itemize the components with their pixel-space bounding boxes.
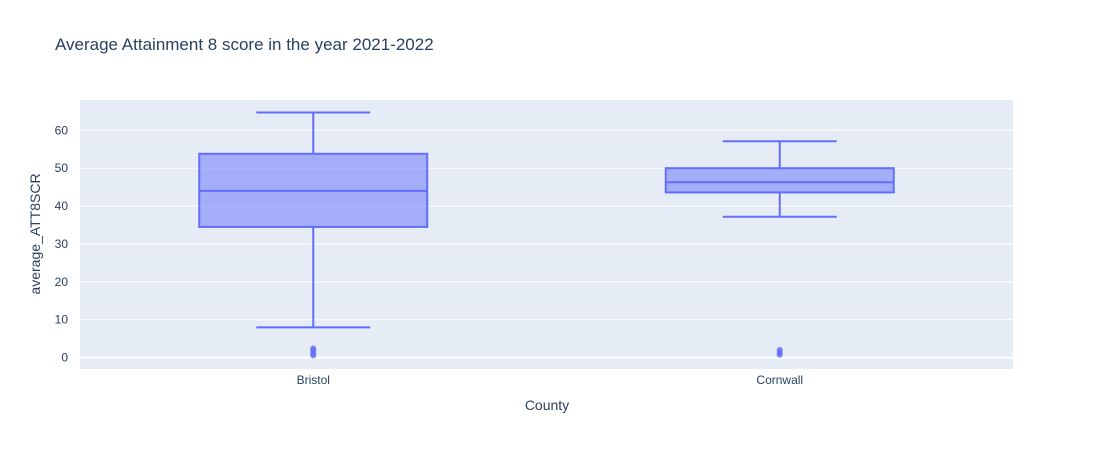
y-axis-ticks: 0 10 20 30 40 50 60: [55, 123, 69, 364]
y-tick-label: 30: [55, 237, 69, 251]
box-cornwall: [664, 140, 895, 358]
x-tick-label: Bristol: [297, 373, 330, 387]
box-series: [198, 111, 895, 359]
x-axis-ticks: Bristol Cornwall: [297, 373, 804, 387]
y-tick-label: 50: [55, 161, 69, 175]
y-tick-label: 0: [61, 351, 68, 365]
outlier-point: [310, 352, 317, 359]
outlier-point: [776, 351, 783, 358]
plot-area: [80, 100, 1013, 369]
x-tick-label: Cornwall: [756, 373, 803, 387]
y-tick-label: 10: [55, 313, 69, 327]
iqr-box: [664, 167, 895, 194]
y-axis-title: average_ATT8SCR: [27, 173, 43, 294]
y-tick-label: 60: [55, 123, 69, 137]
y-tick-label: 20: [55, 275, 69, 289]
chart-title: Average Attainment 8 score in the year 2…: [55, 35, 434, 54]
box-bristol: [198, 111, 429, 359]
x-axis-title: County: [525, 397, 569, 413]
y-tick-label: 40: [55, 199, 69, 213]
